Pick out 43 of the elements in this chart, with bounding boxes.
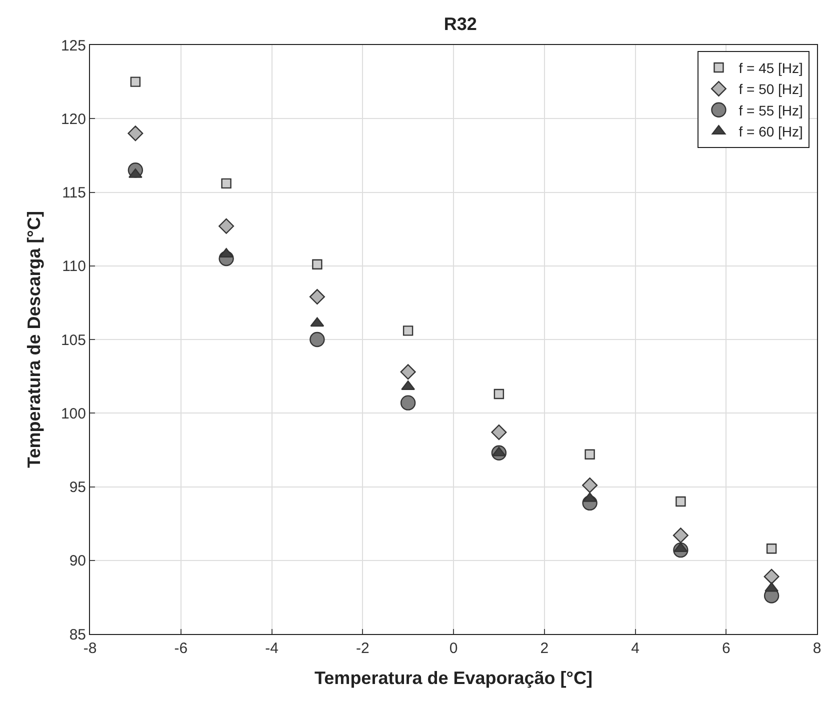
x-tick-label: 8	[812, 640, 822, 657]
point	[402, 326, 414, 336]
x-tick-label: 0	[449, 640, 458, 657]
point	[584, 449, 595, 460]
x-tick-label: 6	[722, 640, 730, 657]
y-tick-label: 100	[60, 405, 86, 422]
x-tick-label: -4	[265, 640, 278, 657]
y-axis-title: Temperatura de Descarga [°C]	[24, 211, 44, 468]
point	[310, 332, 325, 348]
point	[672, 528, 688, 544]
point	[312, 259, 322, 270]
x-tick-label: -6	[174, 640, 188, 657]
point	[491, 424, 507, 440]
point	[764, 568, 780, 584]
point	[400, 364, 416, 380]
point	[221, 178, 232, 189]
point	[582, 478, 598, 494]
y-tick-label: 110	[62, 258, 86, 276]
x-tick-label: 4	[631, 640, 640, 657]
legend-label: f = 50 [Hz]	[738, 81, 803, 98]
x-tick-label: 2	[540, 640, 549, 657]
x-axis-title: Temperatura de Evaporação [°C]	[314, 668, 592, 688]
point	[494, 388, 504, 400]
legend-label: f = 60 [Hz]	[738, 124, 803, 140]
point	[218, 218, 234, 234]
y-tick-label: 115	[62, 184, 86, 202]
y-tick-label: 125	[60, 37, 86, 54]
point	[676, 496, 686, 507]
y-tick-label: 90	[69, 552, 86, 570]
point	[128, 126, 144, 142]
x-tick-label: -2	[356, 640, 370, 657]
x-tick-label: -8	[83, 640, 97, 657]
point	[309, 289, 325, 305]
point	[400, 395, 416, 410]
y-tick-label: 120	[60, 110, 86, 128]
y-tick-label: 85	[69, 626, 86, 644]
legend-label: f = 45 [Hz]	[738, 60, 803, 76]
y-tick-label: 95	[69, 479, 86, 496]
point	[130, 76, 141, 87]
chart-title: R32	[444, 14, 477, 34]
legend-label: f = 55 [Hz]	[738, 102, 803, 118]
point	[766, 544, 777, 554]
y-tick-label: 105	[60, 332, 86, 349]
